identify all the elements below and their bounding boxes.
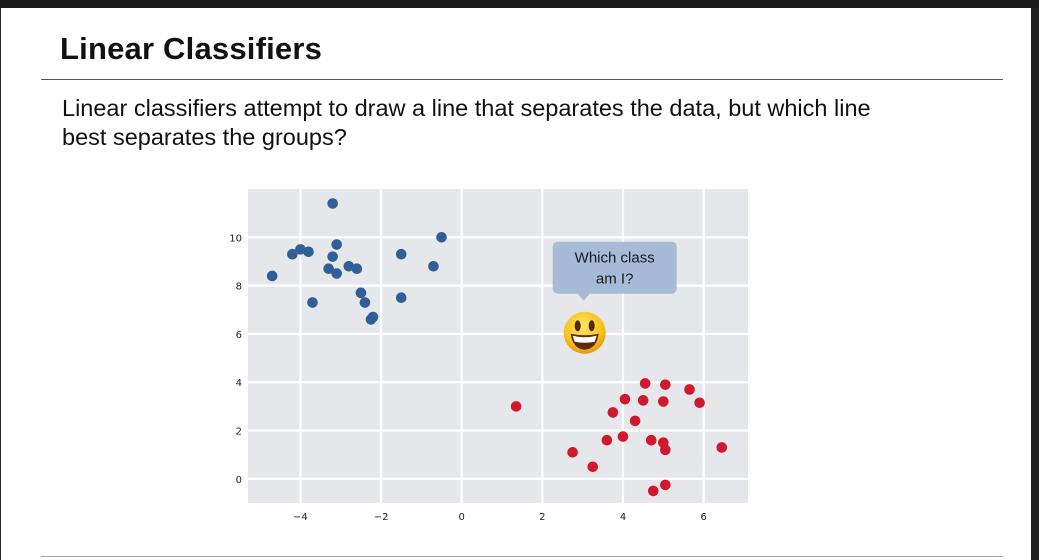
callout-text-line2: am I? — [596, 271, 634, 288]
blue-data-point — [295, 244, 306, 255]
blue-data-point — [331, 268, 343, 279]
blue-data-point — [327, 198, 338, 209]
blue-data-point — [395, 292, 407, 303]
blue-data-point — [287, 248, 298, 260]
y-tick-label: 4 — [236, 378, 242, 389]
plot-background — [248, 189, 748, 503]
red-data-point — [637, 395, 649, 406]
blue-data-point — [331, 239, 343, 250]
x-tick-label: 2 — [539, 512, 545, 523]
red-data-point — [660, 479, 671, 491]
red-data-point — [684, 384, 695, 395]
y-tick-label: 2 — [236, 427, 242, 438]
y-tick-label: 10 — [229, 233, 242, 244]
red-data-point — [716, 442, 728, 453]
window-right-strip — [1031, 8, 1039, 560]
slide-title: Linear Classifiers — [60, 31, 323, 66]
blue-data-point — [365, 314, 377, 325]
blue-data-point — [355, 287, 367, 299]
callout-bubble — [552, 241, 677, 294]
red-data-point — [619, 393, 631, 405]
red-data-point — [660, 379, 671, 390]
blue-data-point — [343, 260, 355, 272]
x-tick-label: −4 — [293, 512, 308, 523]
red-data-point — [601, 434, 613, 446]
red-data-point — [510, 401, 522, 412]
blue-data-point — [351, 263, 363, 275]
red-data-point — [617, 431, 629, 442]
y-tick-label: 6 — [236, 330, 242, 341]
blue-data-point — [436, 232, 447, 243]
red-data-point — [694, 397, 705, 409]
blue-data-point — [323, 263, 334, 275]
x-tick-label: 0 — [459, 512, 465, 523]
window-top-strip — [0, 0, 1039, 8]
x-tick-label: 6 — [700, 512, 706, 523]
blue-data-point — [359, 297, 371, 308]
callout-pointer — [576, 292, 591, 301]
blue-data-point — [428, 260, 439, 272]
red-data-point — [607, 407, 619, 418]
y-tick-label: 8 — [236, 282, 242, 293]
slide-body-text: Linear classifiers attempt to draw a lin… — [62, 95, 871, 150]
blue-data-point — [327, 251, 338, 262]
red-data-point — [647, 485, 659, 497]
red-data-point — [645, 434, 657, 446]
footer-divider — [41, 556, 1003, 557]
blue-data-point — [307, 297, 318, 308]
x-tick-label: −2 — [374, 512, 389, 523]
title-divider — [41, 79, 1003, 80]
blue-data-point — [266, 270, 278, 282]
red-data-point — [567, 446, 578, 458]
blue-data-point — [395, 248, 407, 260]
red-data-point — [660, 444, 671, 456]
red-data-point — [658, 396, 669, 407]
red-data-point — [629, 415, 641, 427]
callout-text-line1: Which class — [575, 250, 655, 267]
red-data-point — [587, 461, 599, 473]
x-tick-label: 4 — [620, 512, 626, 523]
y-tick-label: 0 — [236, 475, 242, 486]
red-data-point — [639, 378, 651, 389]
grinning-face-emoji — [563, 311, 606, 354]
blue-data-point — [303, 246, 314, 258]
